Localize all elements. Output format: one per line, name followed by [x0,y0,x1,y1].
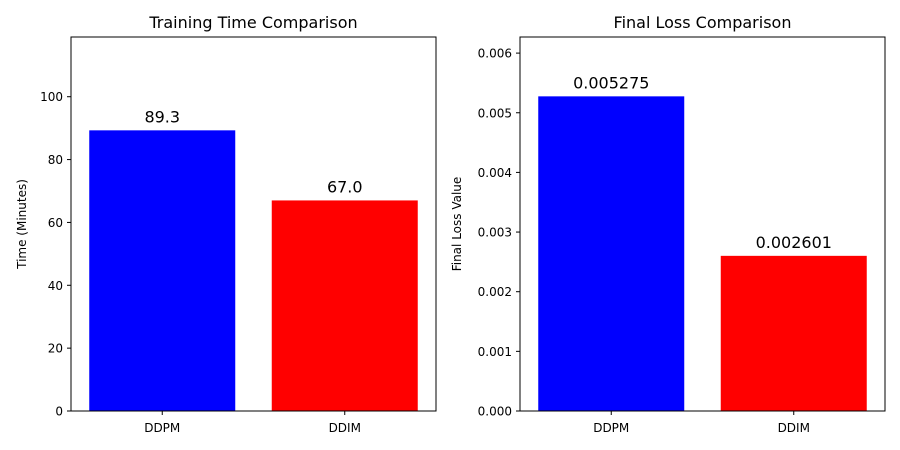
bar-value-label: 89.3 [144,107,180,126]
training-time-chart: 89.3 DDPM 67.0 DDIM 0 20 40 60 80 100 Training Tim… [15,13,437,435]
y-tick-label: 0 [55,405,63,419]
plot-frame [519,36,886,412]
y-tick-label: 0.005 [478,106,512,120]
y-tick-label: 80 [48,153,63,167]
final-loss-chart: 0.005275 DDPM 0.002601 DDIM 0.000 0.001 0.002 0… [450,13,886,435]
bar-ddpm [89,130,236,411]
chart-title: Final Loss Comparison [614,13,792,32]
y-tick-label: 0.006 [478,47,512,61]
bar-ddim [271,200,418,411]
chart-title: Training Time Comparison [148,13,357,32]
bar-ddim [720,255,867,411]
x-tick-label: DDPM [593,421,629,435]
y-tick-label: 0.000 [478,405,512,419]
plot-frame [70,36,437,412]
bar-value-label: 0.005275 [573,73,649,92]
y-tick-label: 60 [48,216,63,230]
y-tick-label: 40 [48,279,63,293]
y-tick-label: 0.002 [478,285,512,299]
y-tick-label: 100 [40,90,63,104]
bar-ddpm [538,96,685,411]
y-axis-label: Time (Minutes) [15,179,29,270]
x-tick-label: DDPM [144,421,180,435]
y-tick-label: 0.004 [478,166,512,180]
y-tick-label: 0.003 [478,226,512,240]
y-axis-label: Final Loss Value [450,177,464,272]
x-tick-label: DDIM [778,421,810,435]
y-tick-label: 0.001 [478,345,512,359]
bar-value-label: 67.0 [327,177,363,196]
x-tick-label: DDIM [329,421,361,435]
y-tick-label: 20 [48,342,63,356]
bar-value-label: 0.002601 [756,233,832,252]
